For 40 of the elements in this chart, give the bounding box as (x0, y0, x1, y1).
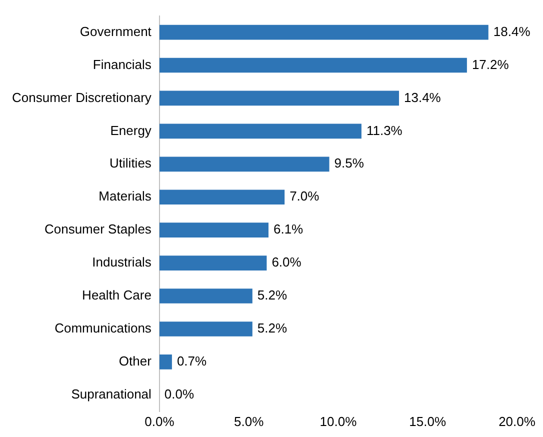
bar (159, 354, 172, 370)
data-label: 7.0% (290, 188, 320, 204)
y-tick-label: Consumer Staples (44, 222, 152, 237)
data-label: 5.2% (257, 288, 288, 303)
bar (159, 124, 362, 139)
y-tick-label: Utilities (110, 156, 152, 171)
x-tick-label: 0.0% (144, 414, 175, 429)
bar (159, 222, 268, 238)
bar (159, 256, 267, 270)
bar (159, 24, 488, 40)
x-tick-label: 20.0% (498, 414, 536, 429)
x-tick-label: 5.0% (234, 414, 264, 429)
bar (159, 156, 330, 172)
bar (159, 288, 252, 304)
y-tick-label: Government (80, 24, 152, 39)
data-label: 6.1% (273, 222, 304, 237)
y-tick-label: Supranational (71, 386, 152, 402)
data-label: 11.3% (366, 122, 403, 138)
y-tick-label: Materials (98, 188, 152, 204)
data-label: 5.2% (257, 320, 288, 336)
bar (159, 58, 467, 73)
data-label: 18.4% (493, 24, 531, 39)
x-tick-label: 15.0% (409, 414, 446, 429)
data-label: 17.2% (472, 56, 510, 72)
y-tick-label: Consumer Discretionary (12, 90, 152, 105)
x-tick-label: 10.0% (320, 414, 358, 429)
data-label: 0.7% (176, 354, 208, 369)
data-label: 9.5% (334, 156, 364, 171)
bar (159, 90, 400, 106)
bar (159, 322, 252, 336)
data-label: 6.0% (272, 254, 302, 270)
y-tick-label: Financials (92, 56, 152, 72)
y-tick-label: Other (118, 354, 152, 369)
y-tick-label: Industrials (92, 254, 152, 270)
y-tick-label: Health Care (82, 288, 152, 303)
bar (159, 190, 285, 205)
data-label: 13.4% (404, 90, 442, 105)
y-tick-label: Energy (110, 122, 152, 138)
y-tick-label: Communications (54, 320, 152, 336)
data-label: 0.0% (164, 386, 195, 402)
